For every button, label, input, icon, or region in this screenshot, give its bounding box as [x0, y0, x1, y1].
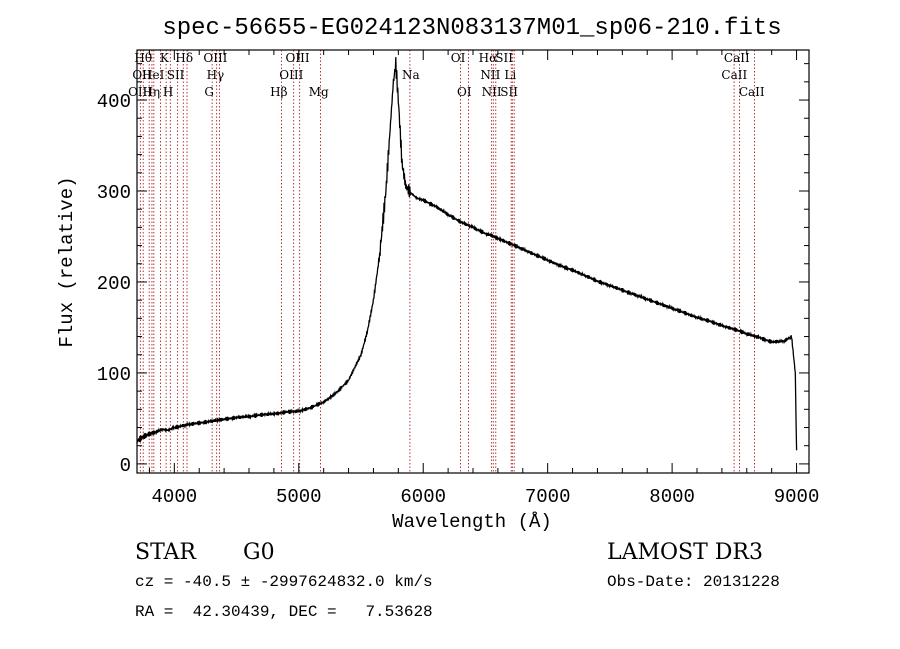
line-label: K — [160, 51, 170, 65]
spectral-subclass: G0 — [243, 540, 275, 565]
line-label: CaII — [721, 68, 747, 82]
line-label: OIII — [279, 68, 303, 82]
coordinates-readout: RA = 42.30439, DEC = 7.53628 — [135, 603, 433, 621]
x-axis-label: Wavelength (Å) — [392, 511, 552, 533]
line-label: SII — [500, 85, 518, 99]
plot-frame — [136, 49, 810, 474]
line-label: CaII — [739, 85, 765, 99]
observation-date: Obs-Date: 20131228 — [607, 573, 780, 591]
chart-title: spec-56655-EG024123N083137M01_sp06-210.f… — [162, 15, 781, 42]
line-label: OIII — [286, 51, 310, 65]
line-label: SII — [167, 68, 185, 82]
line-label: Li — [504, 68, 516, 82]
x-tick-label: 6000 — [400, 486, 446, 508]
axes: 4000 5000 6000 7000 8000 9000 0 100 200 300 400 — [97, 50, 820, 508]
line-label: OIII — [203, 51, 227, 65]
y-tick-label: 0 — [120, 455, 131, 477]
line-label: OI — [451, 51, 466, 65]
line-label: H — [163, 85, 173, 99]
redshift-readout: cz = -40.5 ± -2997624832.0 km/s — [135, 573, 433, 591]
x-tick-label: 9000 — [774, 486, 820, 508]
line-label: Mg — [309, 85, 329, 99]
spectral-line-markers — [139, 50, 755, 473]
line-label: NII — [482, 85, 502, 99]
line-label: Na — [402, 68, 420, 82]
y-tick-label: 200 — [97, 273, 131, 295]
line-label: Hη — [142, 85, 160, 99]
line-label: Hα — [479, 51, 498, 65]
line-label: OIII — [128, 85, 152, 99]
line-label: Hθ — [134, 51, 152, 65]
y-tick-label: 100 — [97, 364, 131, 386]
x-tick-label: 5000 — [276, 486, 322, 508]
x-tick-label: 8000 — [649, 486, 695, 508]
object-class: STAR — [135, 540, 196, 565]
y-tick-label: 400 — [97, 91, 131, 113]
line-label: OI — [457, 85, 472, 99]
x-tick-label: 4000 — [152, 486, 198, 508]
line-label: NII — [480, 68, 500, 82]
y-axis-label: Flux (relative) — [56, 176, 78, 347]
line-label: Hγ — [207, 68, 225, 82]
line-label: G — [204, 85, 214, 99]
x-tick-label: 7000 — [525, 486, 571, 508]
line-label: HeI — [142, 68, 165, 82]
y-tick-label: 300 — [97, 182, 131, 204]
line-label: Hβ — [270, 85, 287, 99]
spectrum-series-line — [136, 57, 798, 451]
line-label: SII — [495, 51, 513, 65]
survey-name: LAMOST DR3 — [607, 540, 763, 565]
line-label: CaII — [724, 51, 750, 65]
line-label: Hδ — [175, 51, 193, 65]
